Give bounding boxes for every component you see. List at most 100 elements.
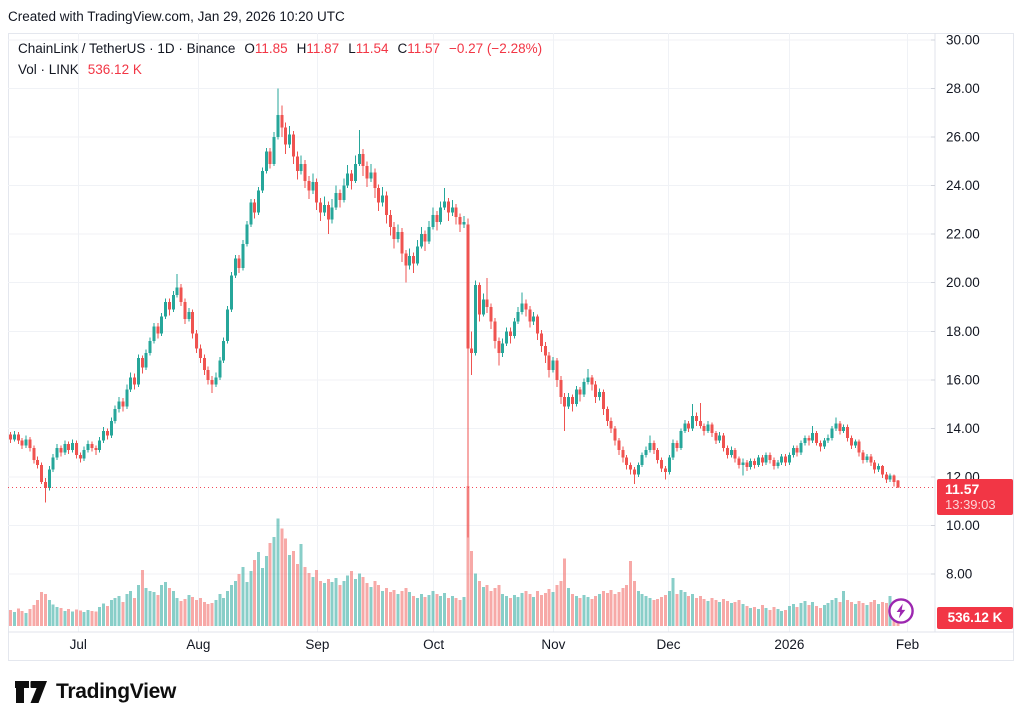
candle-body [586, 377, 590, 383]
candle-body [365, 166, 369, 179]
volume-bar [334, 578, 338, 626]
ohlc-close: C11.57 [397, 41, 441, 56]
candle-body [109, 421, 113, 436]
candle-body [86, 444, 90, 451]
volume-bar [222, 598, 226, 626]
candle-body [51, 457, 55, 470]
time-axis-label: Jul [70, 637, 87, 652]
volume-bar [760, 605, 764, 626]
candle-body [24, 439, 28, 446]
volume-bar [667, 591, 671, 626]
volume-bar [811, 602, 815, 626]
volume-bar [226, 591, 229, 626]
candle-body [853, 441, 857, 446]
volume-bar [660, 597, 663, 626]
candle-body [706, 424, 710, 431]
volume-bar [353, 579, 357, 626]
candle-body [20, 440, 24, 446]
candle-body [567, 396, 570, 407]
candle-body [846, 427, 849, 439]
volume-bar [474, 573, 477, 626]
volume-bar [90, 611, 94, 626]
candle-body [443, 201, 446, 208]
candle-body [656, 450, 660, 460]
flash-icon-button[interactable] [887, 597, 915, 625]
time-axis-label: 2026 [774, 637, 804, 652]
candle-body [869, 456, 873, 463]
price-axis-label: 14.00 [946, 421, 980, 436]
volume-bar [377, 585, 381, 626]
candle-body [675, 442, 679, 448]
candle-body [636, 464, 640, 475]
candle-body [334, 192, 338, 208]
candle-body [129, 377, 133, 390]
volume-bar [20, 611, 24, 626]
volume-bar [140, 570, 144, 626]
volume-bar [12, 612, 16, 626]
volume-bar [384, 588, 388, 626]
volume-bar [175, 598, 179, 626]
candle-body [59, 447, 63, 453]
volume-bar [598, 594, 601, 626]
candle-body [652, 442, 656, 451]
volume-bar [43, 594, 47, 626]
volume-bar [520, 593, 524, 626]
volume-bar [431, 591, 435, 626]
volume-bar [636, 591, 640, 626]
candle-body [319, 202, 322, 213]
volume-bar [241, 567, 245, 626]
candle-body [102, 430, 105, 441]
volume-bar [838, 602, 842, 626]
volume-bar [160, 585, 164, 626]
candle-body [415, 246, 419, 264]
candle-body [528, 309, 532, 322]
volume-bar [640, 594, 644, 626]
candle-body [648, 442, 652, 451]
volume-bar [485, 585, 489, 626]
candle-body [419, 234, 423, 247]
candle-body [210, 379, 214, 385]
candle-body [392, 226, 396, 240]
volume-bar [737, 600, 741, 626]
candle-body [768, 455, 772, 460]
candle-body [404, 253, 408, 266]
candle-body [559, 379, 563, 397]
volume-bar [528, 594, 532, 626]
candle-body [280, 115, 284, 128]
price-axis-label: 18.00 [946, 324, 980, 339]
volume-bar [330, 582, 334, 626]
candle-body [679, 430, 683, 448]
volume-bar [729, 603, 733, 626]
candle-body [815, 433, 818, 443]
volume-bar [264, 556, 268, 626]
volume-label: Vol · LINK [18, 62, 79, 77]
price-change: −0.27 (−2.28%) [449, 41, 543, 56]
candle-body [791, 447, 795, 456]
volume-bar [644, 596, 648, 626]
candle-body [74, 442, 78, 456]
candle-body [474, 285, 477, 354]
volume-bar [776, 609, 780, 626]
volume-bar [311, 577, 315, 626]
candle-body [202, 357, 206, 371]
volume-bar [873, 600, 877, 626]
price-axis-label: 28.00 [946, 81, 980, 96]
volume-bar [605, 593, 609, 626]
tradingview-footer-logo[interactable]: TradingView [14, 678, 176, 706]
candle-body [563, 396, 567, 407]
candle-body [760, 457, 764, 463]
volume-bar [532, 597, 536, 626]
candle-body [412, 256, 415, 264]
time-axis-label: Oct [423, 637, 444, 652]
candle-body [338, 192, 342, 201]
candle-body [780, 456, 784, 463]
legend-volume-row: Vol · LINK 536.12 K [18, 62, 542, 77]
price-axis-label: 22.00 [946, 227, 980, 242]
candle-body [67, 444, 71, 451]
candle-body [481, 299, 485, 315]
volume-bar [629, 561, 632, 626]
volume-bar [136, 585, 140, 626]
volume-bar [477, 581, 481, 626]
